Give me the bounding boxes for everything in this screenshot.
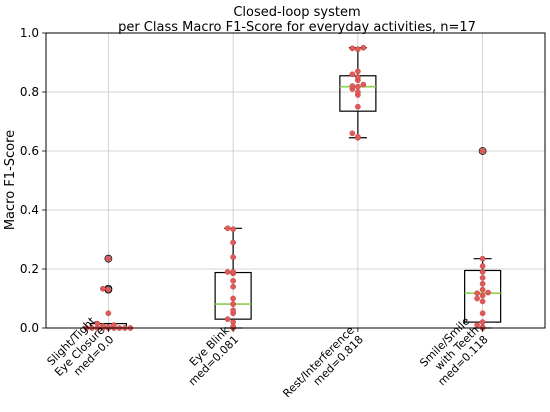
grid-layer [46,32,545,329]
data-point [94,320,101,327]
y-tick-label: 0.0 [20,321,39,335]
data-point [224,316,231,322]
data-point [479,319,486,325]
data-point [230,269,236,275]
data-point [479,269,486,275]
data-point [479,255,486,262]
box-group [339,44,377,141]
chart-title-line-2: per Class Macro F1-Score for everyday ac… [118,20,476,35]
data-point [349,45,356,52]
y-tick-label: 0.6 [20,144,39,158]
data-point [360,81,367,88]
data-point [355,89,361,95]
data-point [349,83,356,89]
data-point [105,255,112,262]
data-point [100,285,106,292]
data-point [479,280,486,287]
chart-title-line-1: Closed-loop system [233,5,360,20]
data-point [479,292,486,299]
data-point [105,286,112,293]
y-tick-label: 0.4 [20,203,39,217]
data-point [355,68,361,75]
data-point [479,286,486,293]
data-point [479,298,486,305]
y-tick-label: 0.8 [20,85,39,99]
data-point [230,226,236,233]
data-point [474,295,480,302]
data-layer [83,44,502,331]
data-point [230,295,236,302]
data-point [485,289,491,296]
data-point [349,71,356,78]
data-point [111,322,117,328]
data-point [230,277,236,284]
data-point [355,46,361,53]
y-tick-label: 0.2 [20,262,39,276]
data-point [230,239,236,246]
data-point [479,263,486,269]
outlier-marker [478,147,487,155]
data-point [355,74,361,81]
data-point [105,310,112,317]
box-group [214,225,252,331]
data-point [355,83,361,90]
data-point [100,323,106,329]
data-point [355,133,361,140]
y-tick-label: 1.0 [20,26,39,40]
y-axis-label: Macro F1-Score [3,130,18,230]
data-point [474,290,480,297]
data-point [230,319,236,325]
data-point [360,44,367,51]
data-point [479,275,486,281]
data-point [479,310,486,317]
data-point [224,225,231,232]
data-point [230,254,236,261]
plot-frame [45,32,546,329]
data-point [355,103,361,110]
data-point [230,301,236,307]
outlier-marker [104,254,113,263]
data-point [230,283,236,290]
data-point [230,307,236,314]
data-point [224,269,231,275]
data-point [349,130,356,137]
data-point [479,148,486,154]
